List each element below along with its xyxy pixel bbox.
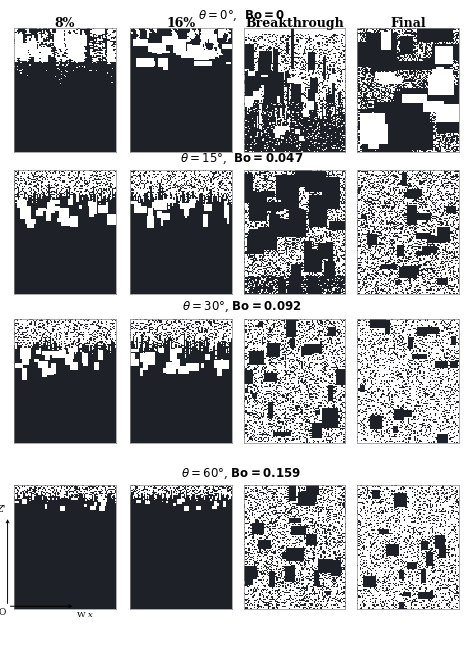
- Text: Z': Z': [0, 505, 6, 514]
- Text: 8%: 8%: [55, 17, 75, 30]
- Text: $\theta = 30°$, $\mathbf{Bo = 0.092}$: $\theta = 30°$, $\mathbf{Bo = 0.092}$: [182, 300, 301, 314]
- Text: 16%: 16%: [166, 17, 195, 30]
- Text: $\theta = 60°$, $\mathbf{Bo = 0.159}$: $\theta = 60°$, $\mathbf{Bo = 0.159}$: [181, 466, 301, 481]
- Text: Breakthrough: Breakthrough: [245, 17, 344, 30]
- Text: x: x: [88, 611, 93, 619]
- Text: Final: Final: [390, 17, 426, 30]
- Text: $\theta = 0°$,  $\mathbf{Bo=0}$: $\theta = 0°$, $\mathbf{Bo=0}$: [198, 9, 285, 23]
- Text: $\theta = 15°$,  $\mathbf{Bo=0.047}$: $\theta = 15°$, $\mathbf{Bo=0.047}$: [180, 151, 303, 166]
- Text: O: O: [0, 608, 6, 617]
- Text: W: W: [77, 611, 86, 619]
